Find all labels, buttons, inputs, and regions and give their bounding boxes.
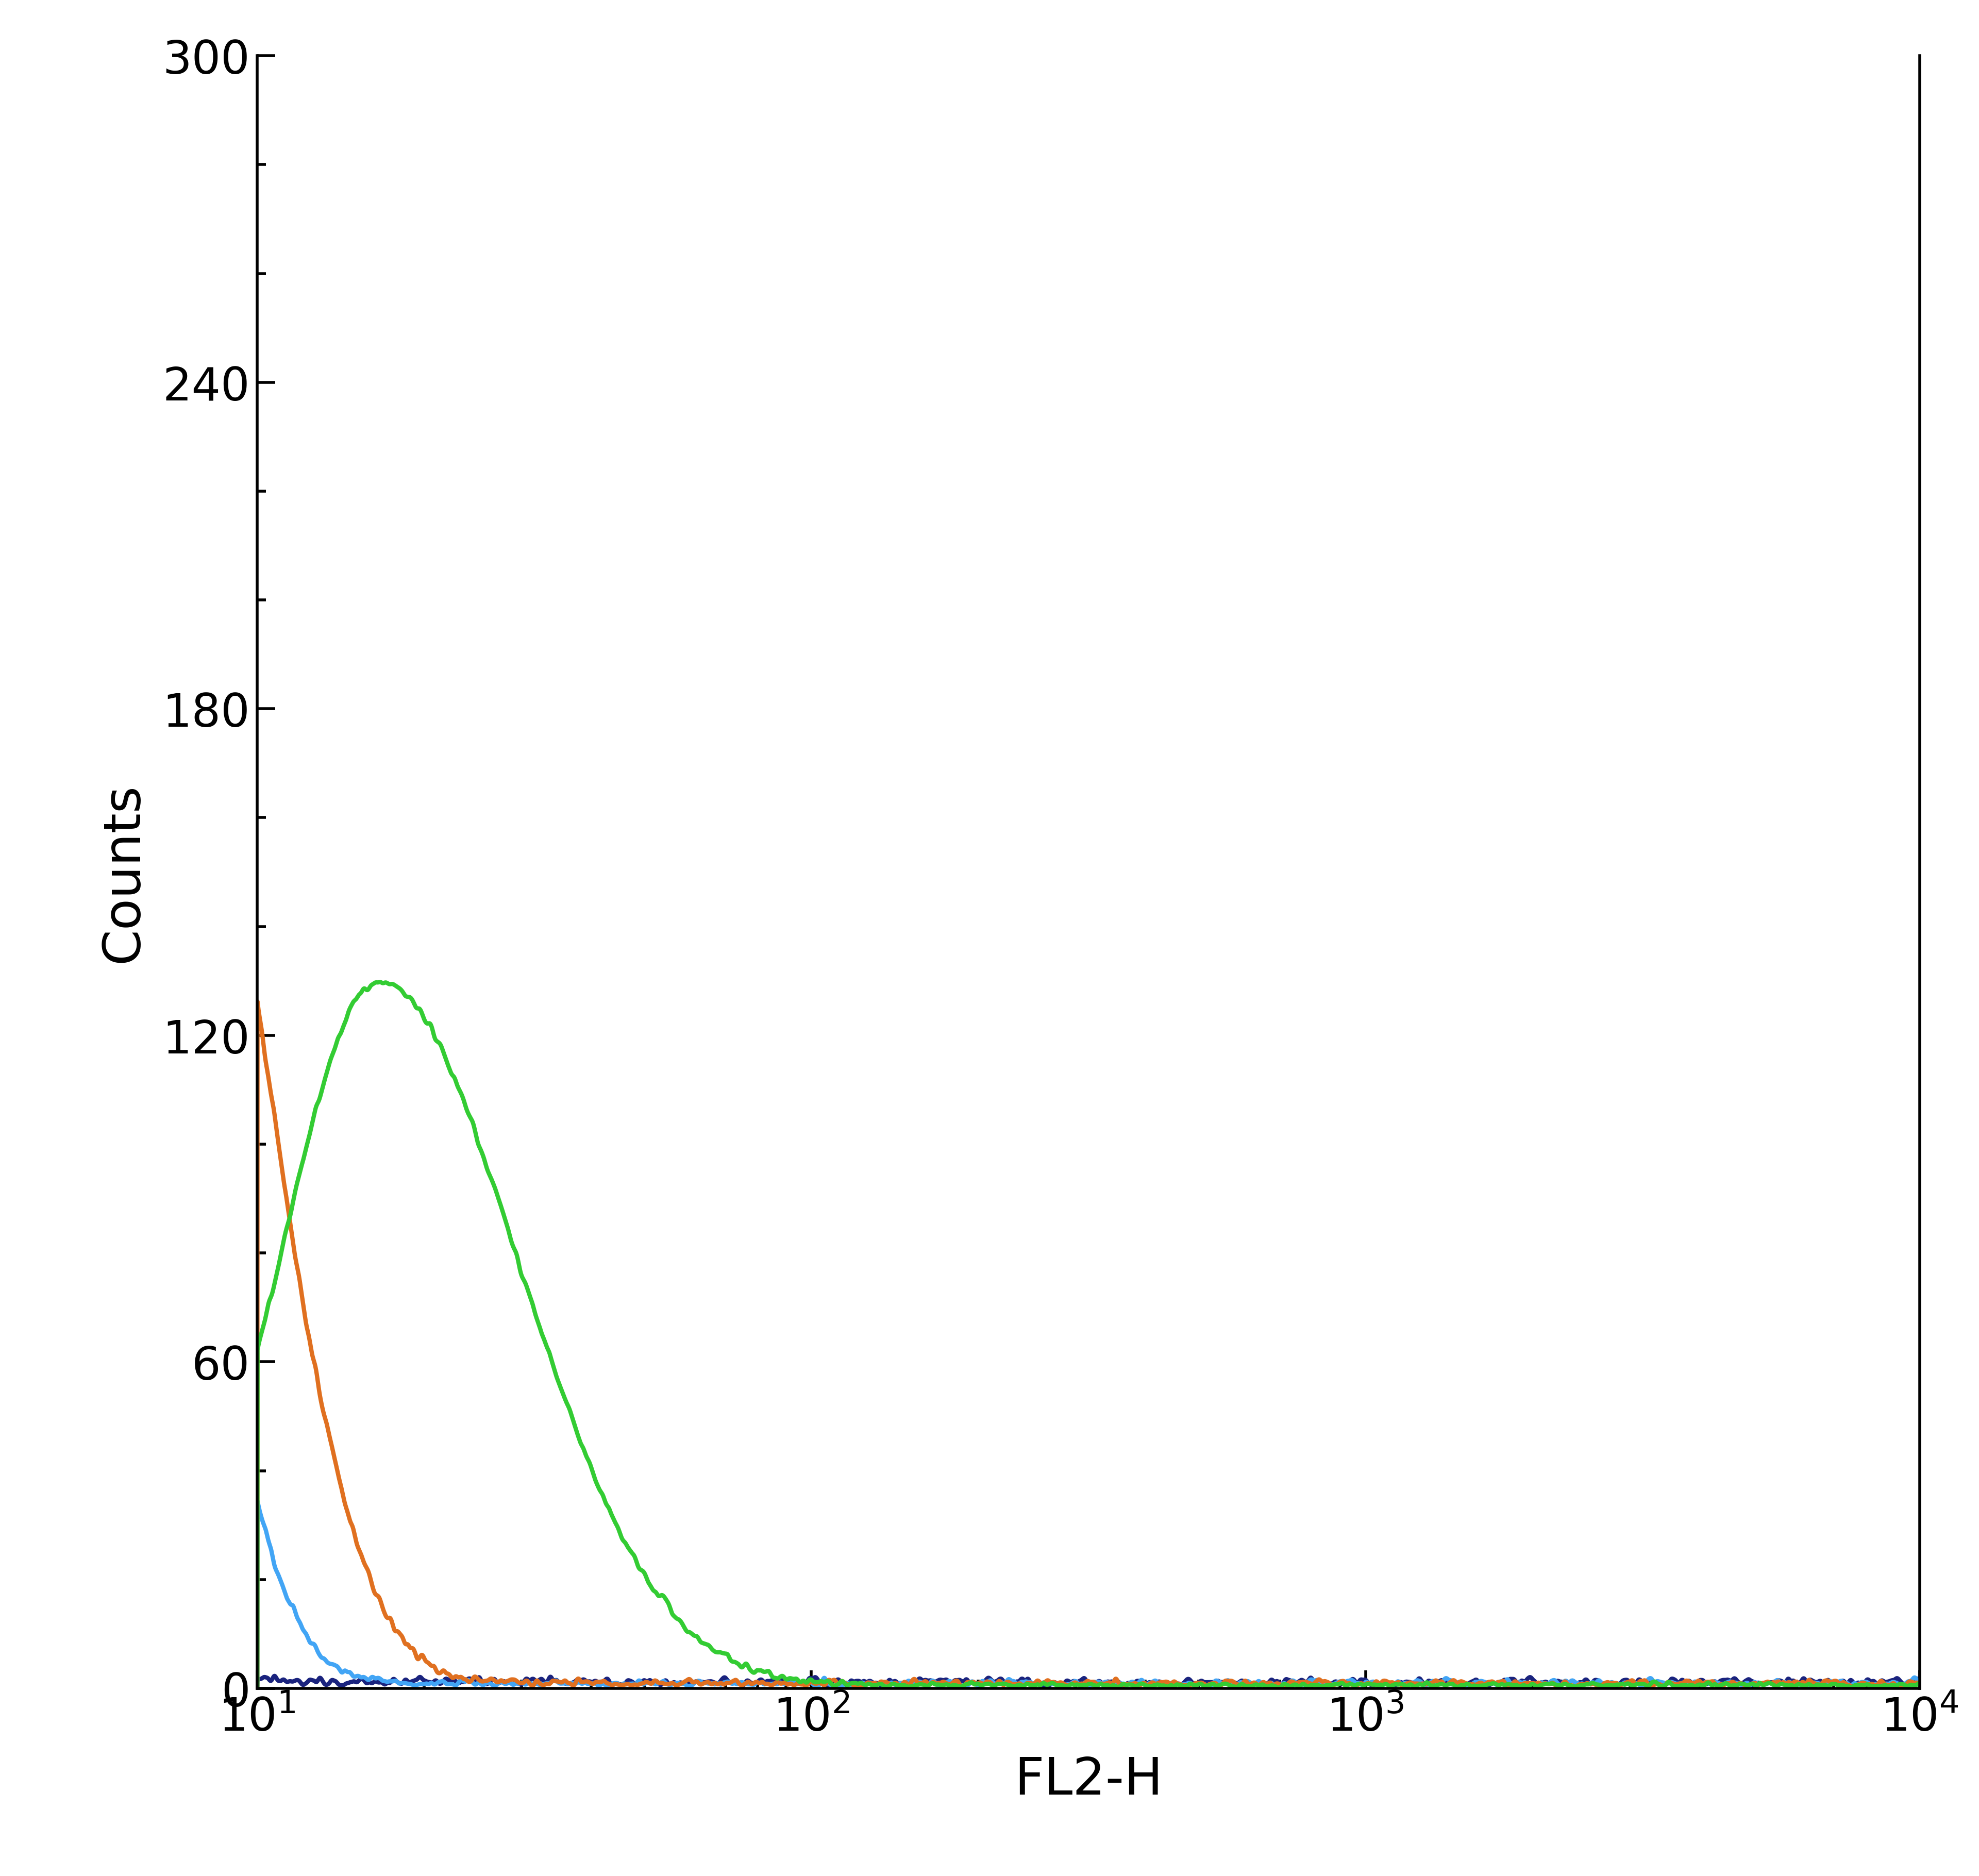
X-axis label: FL2-H: FL2-H — [1013, 1754, 1164, 1805]
Y-axis label: Counts: Counts — [99, 782, 148, 962]
